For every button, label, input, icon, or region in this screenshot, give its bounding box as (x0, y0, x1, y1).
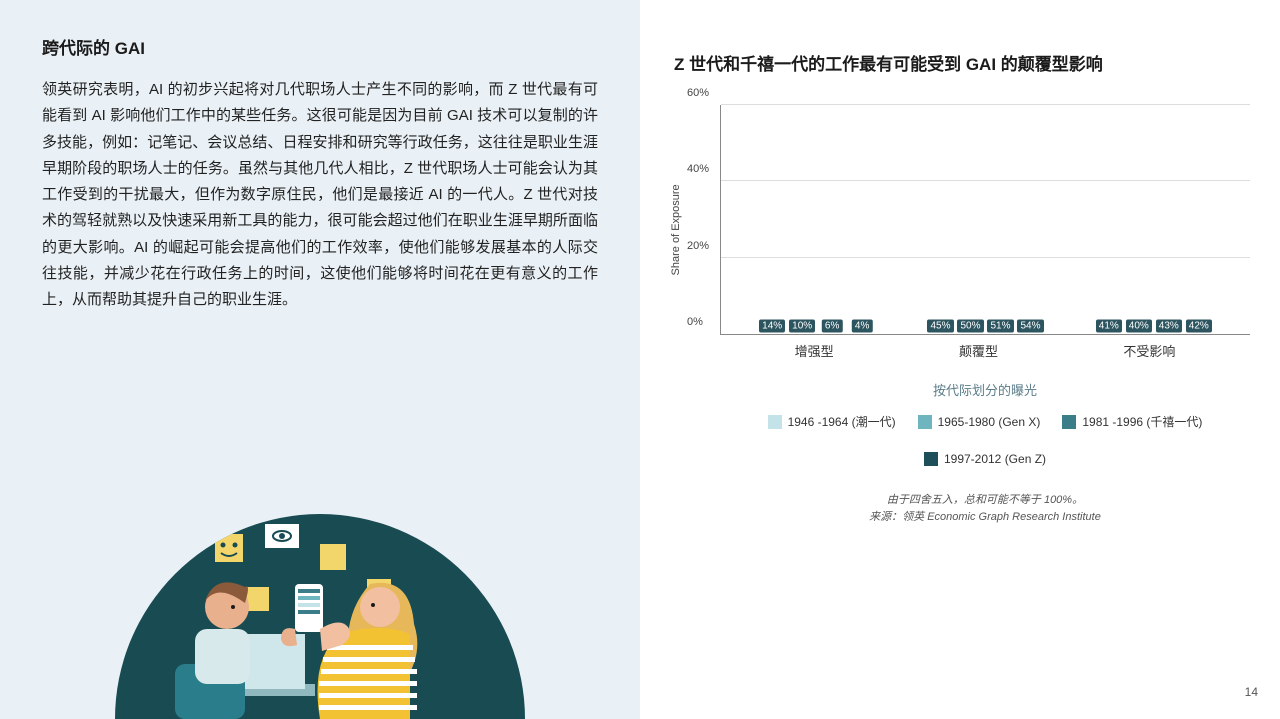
y-tick: 40% (687, 163, 709, 175)
legend-swatch (768, 415, 782, 429)
footnote-line: 由于四舍五入，总和可能不等于 100%。 (720, 492, 1250, 509)
legend-swatch (918, 415, 932, 429)
x-labels: 增强型 颠覆型 不受影响 (720, 335, 1250, 360)
bar-value-label: 54% (1017, 320, 1043, 333)
x-tick: 不受影响 (1123, 341, 1175, 360)
legend-item: 1997-2012 (Gen Z) (924, 452, 1046, 466)
legend-label: 1965-1980 (Gen X) (938, 415, 1041, 429)
page-number: 14 (1245, 685, 1258, 699)
x-tick: 增强型 (795, 341, 834, 360)
y-axis-label: Share of Exposure (670, 184, 682, 275)
bar-chart: Share of Exposure 0%20%40%60%14%10%6%4%4… (720, 105, 1250, 525)
chart-title: Z 世代和千禧一代的工作最有可能受到 GAI 的颠覆型影响 (674, 50, 1250, 75)
right-panel: Z 世代和千禧一代的工作最有可能受到 GAI 的颠覆型影响 Share of E… (640, 0, 1280, 719)
chart-legend: 1946 -1964 (潮一代) 1965-1980 (Gen X) 1981 -1… (720, 413, 1250, 466)
bar-value-label: 10% (789, 320, 815, 333)
bar-value-label: 41% (1096, 320, 1122, 333)
footnote-line: 来源：领英 Economic Graph Research Institute (720, 509, 1250, 526)
chart-footnote: 由于四舍五入，总和可能不等于 100%。 来源：领英 Economic Grap… (720, 492, 1250, 525)
legend-label: 1997-2012 (Gen Z) (944, 452, 1046, 466)
legend-item: 1981 -1996 (千禧一代) (1062, 413, 1202, 430)
section-body: 领英研究表明，AI 的初步兴起将对几代职场人士产生不同的影响，而 Z 世代最有可… (42, 77, 598, 313)
bar-value-label: 43% (1156, 320, 1182, 333)
legend-label: 1946 -1964 (潮一代) (788, 413, 896, 430)
bar-value-label: 50% (957, 320, 983, 333)
x-axis-title: 按代际划分的曝光 (720, 380, 1250, 399)
legend-label: 1981 -1996 (千禧一代) (1082, 413, 1202, 430)
legend-item: 1965-1980 (Gen X) (918, 413, 1041, 430)
legend-item: 1946 -1964 (潮一代) (768, 413, 896, 430)
bar-value-label: 4% (852, 320, 872, 333)
y-tick: 0% (687, 316, 703, 328)
legend-swatch (1062, 415, 1076, 429)
collaboration-illustration (115, 489, 525, 719)
y-tick: 60% (687, 87, 709, 99)
bar-value-label: 51% (987, 320, 1013, 333)
x-tick: 颠覆型 (959, 341, 998, 360)
left-panel: 跨代际的 GAI 领英研究表明，AI 的初步兴起将对几代职场人士产生不同的影响，… (0, 0, 640, 719)
bar-value-label: 6% (822, 320, 842, 333)
section-heading: 跨代际的 GAI (42, 34, 598, 59)
bar-value-label: 45% (927, 320, 953, 333)
bar-value-label: 40% (1126, 320, 1152, 333)
legend-swatch (924, 452, 938, 466)
bar-value-label: 42% (1186, 320, 1212, 333)
y-tick: 20% (687, 240, 709, 252)
chart-plot: 0%20%40%60%14%10%6%4%45%50%51%54%41%40%4… (720, 105, 1250, 335)
bar-value-label: 14% (759, 320, 785, 333)
